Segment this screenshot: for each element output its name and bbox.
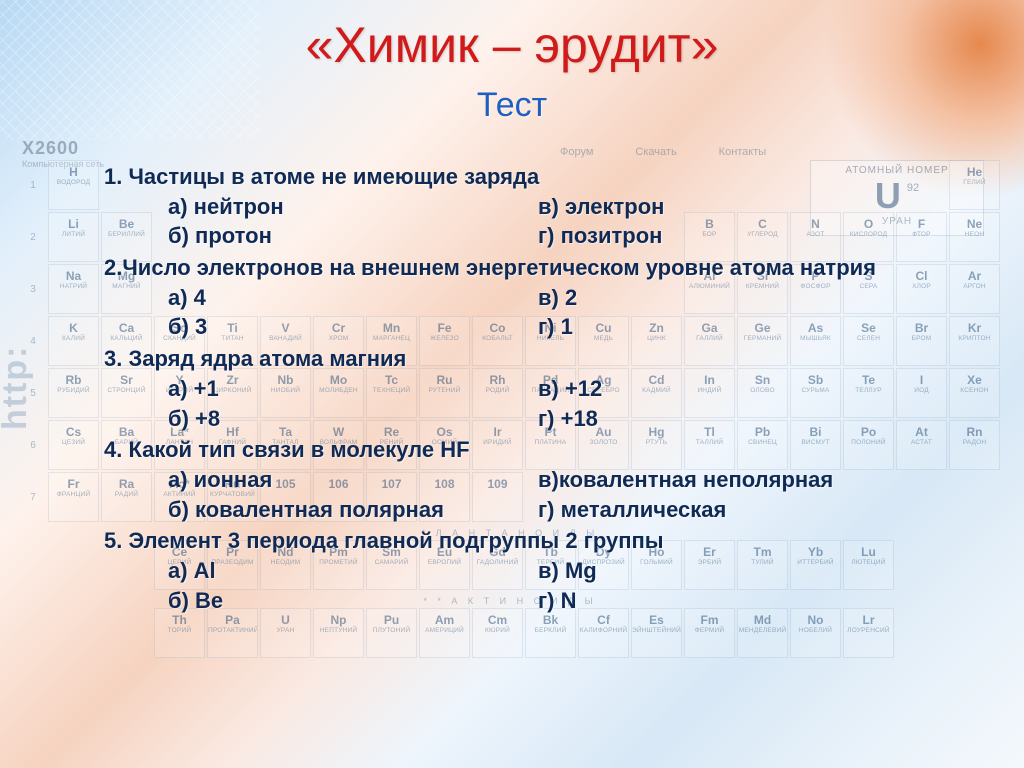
option-right: г) металлическая [538, 495, 964, 525]
option-left: а) 4 [104, 283, 538, 313]
option-row: а) +1в) +12 [104, 374, 964, 404]
option-left: б) протон [104, 221, 538, 251]
http-label: http: [0, 344, 35, 430]
nav-download: Скачать [635, 146, 676, 158]
option-row: б) 3г) 1 [104, 312, 964, 342]
option-row: б) Beг) N [104, 586, 964, 616]
option-left: б) 3 [104, 312, 538, 342]
option-right: в) 2 [538, 283, 964, 313]
option-right: в) электрон [538, 192, 964, 222]
option-left: а) нейтрон [104, 192, 538, 222]
slide: X2600 Компьютерная сеть http: Форум Скач… [0, 0, 1024, 768]
option-row: а) Alв) Mg [104, 556, 964, 586]
option-left: б) ковалентная полярная [104, 495, 538, 525]
option-right: в)ковалентная неполярная [538, 465, 964, 495]
option-left: а) ионная [104, 465, 538, 495]
option-left: б) +8 [104, 404, 538, 434]
question-text: 3. Заряд ядра атома магния [104, 344, 964, 374]
option-row: б) ковалентная полярнаяг) металлическая [104, 495, 964, 525]
badge-text: X2600 [22, 138, 79, 158]
question-text: 5. Элемент 3 периода главной подгруппы 2… [104, 526, 964, 556]
x2600-badge: X2600 Компьютерная сеть [22, 138, 104, 169]
slide-subtitle: Тест [0, 86, 1024, 125]
question-text: 4. Какой тип связи в молекуле HF [104, 435, 964, 465]
option-left: а) Al [104, 556, 538, 586]
nav-contacts: Контакты [719, 146, 767, 158]
option-right: в) Mg [538, 556, 964, 586]
option-right: г) позитрон [538, 221, 964, 251]
option-row: а) нейтронв) электрон [104, 192, 964, 222]
option-left: б) Be [104, 586, 538, 616]
option-left: а) +1 [104, 374, 538, 404]
quiz-block: 1. Частицы в атоме не имеющие зарядаа) н… [104, 160, 964, 615]
option-right: в) +12 [538, 374, 964, 404]
option-row: б) +8г) +18 [104, 404, 964, 434]
question-text: 1. Частицы в атоме не имеющие заряда [104, 162, 964, 192]
question-text: 2.Число электронов на внешнем энергетиче… [104, 253, 964, 283]
option-right: г) +18 [538, 404, 964, 434]
option-right: г) 1 [538, 312, 964, 342]
top-nav: Форум Скачать Контакты [560, 146, 766, 158]
option-right: г) N [538, 586, 964, 616]
badge-sub: Компьютерная сеть [22, 159, 104, 169]
option-row: а) 4в) 2 [104, 283, 964, 313]
option-row: а) ионнаяв)ковалентная неполярная [104, 465, 964, 495]
slide-title: «Химик – эрудит» [0, 16, 1024, 74]
option-row: б) протонг) позитрон [104, 221, 964, 251]
nav-forum: Форум [560, 146, 593, 158]
